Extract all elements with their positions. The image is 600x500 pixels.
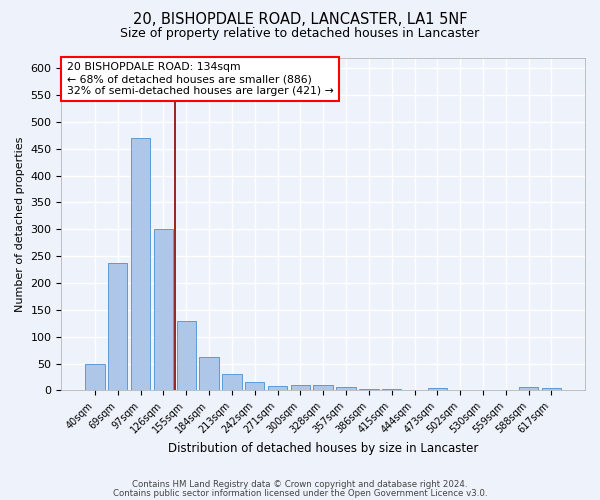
Bar (108, 263, 127, 390)
Bar (268, 386, 287, 390)
Bar (519, 386, 538, 390)
Bar (337, 386, 356, 390)
Bar (290, 385, 310, 390)
Bar (313, 385, 333, 390)
Bar (85, 364, 104, 390)
Bar (154, 230, 173, 390)
Text: 20 BISHOPDALE ROAD: 134sqm
← 68% of detached houses are smaller (886)
32% of sem: 20 BISHOPDALE ROAD: 134sqm ← 68% of deta… (67, 62, 334, 96)
Bar (428, 388, 447, 390)
Text: Contains public sector information licensed under the Open Government Licence v3: Contains public sector information licen… (113, 488, 487, 498)
Bar (245, 382, 265, 390)
Bar (359, 389, 379, 390)
Text: 20, BISHOPDALE ROAD, LANCASTER, LA1 5NF: 20, BISHOPDALE ROAD, LANCASTER, LA1 5NF (133, 12, 467, 28)
Bar (199, 357, 219, 390)
X-axis label: Distribution of detached houses by size in Lancaster: Distribution of detached houses by size … (168, 442, 478, 455)
Bar (176, 320, 196, 390)
Text: Contains HM Land Registry data © Crown copyright and database right 2024.: Contains HM Land Registry data © Crown c… (132, 480, 468, 489)
Bar (222, 374, 242, 390)
Y-axis label: Number of detached properties: Number of detached properties (15, 136, 25, 312)
Text: Size of property relative to detached houses in Lancaster: Size of property relative to detached ho… (121, 28, 479, 40)
Bar (131, 138, 150, 390)
Bar (542, 388, 561, 390)
Bar (382, 389, 401, 390)
